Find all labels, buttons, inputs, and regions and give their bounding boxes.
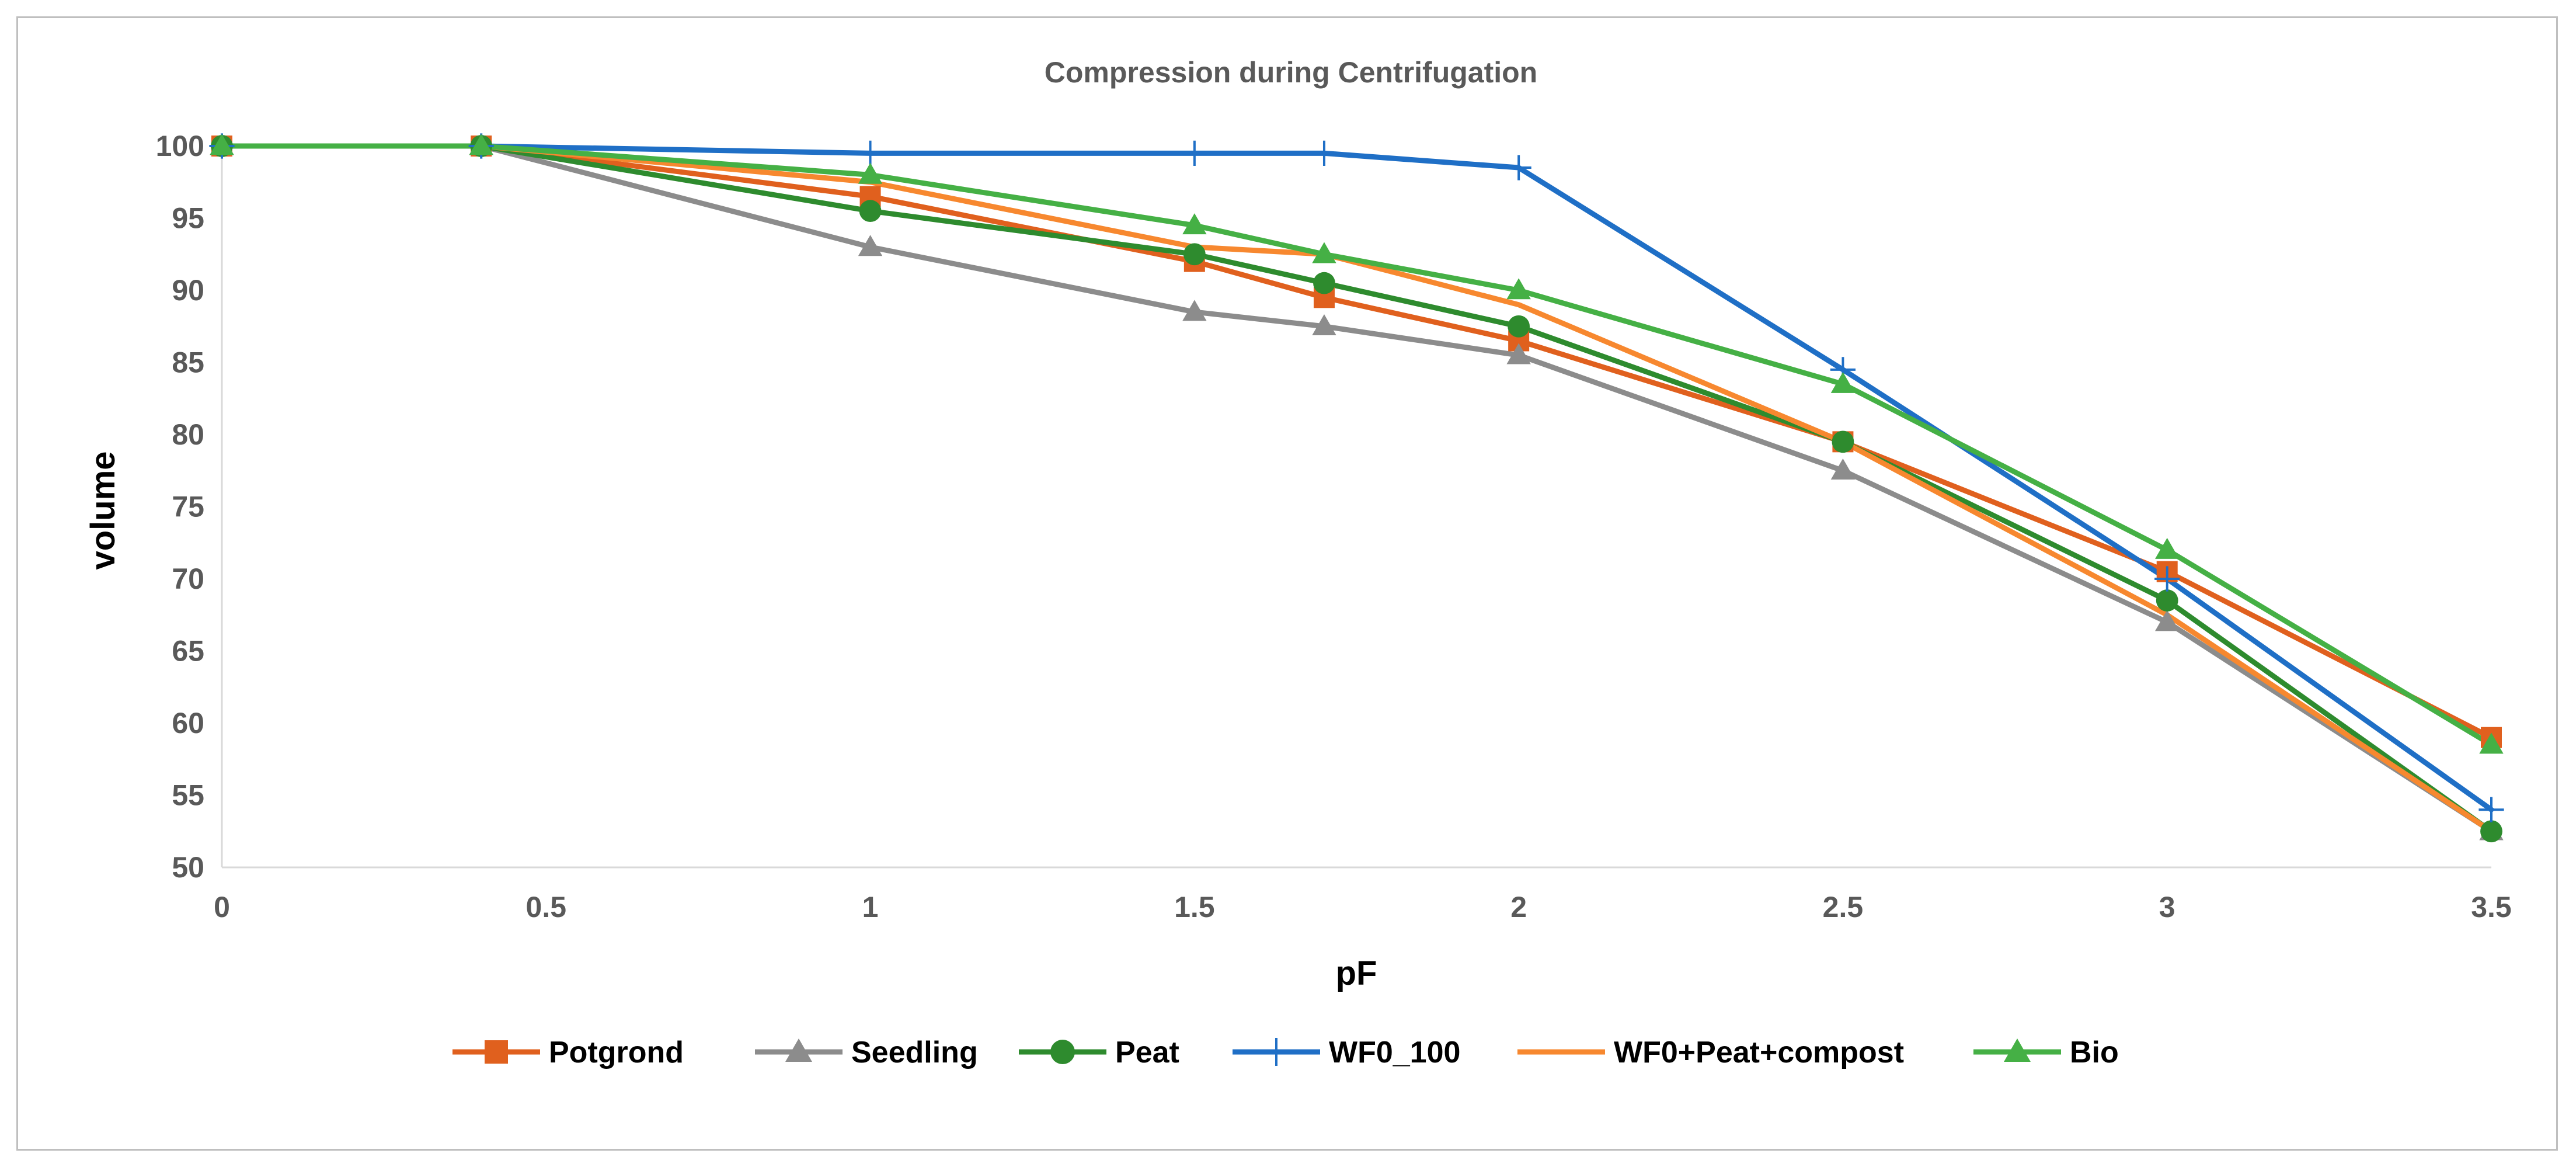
data-point-wf0-100: [1182, 140, 1207, 166]
y-tick-label: 75: [172, 491, 204, 523]
legend-marker: [1050, 1040, 1075, 1064]
series-line-seedling: [219, 143, 2494, 834]
x-tick-label: 3: [2159, 891, 2175, 923]
data-point-peat: [859, 200, 882, 223]
data-point-seedling: [1830, 459, 1856, 480]
series-lines: [219, 143, 2494, 834]
data-point-wf0-100: [1506, 155, 1531, 180]
x-tick-label: 2.5: [1823, 891, 1864, 923]
legend-label: Potgrond: [549, 1036, 684, 1069]
series-line-bio: [219, 143, 2494, 748]
data-point-bio: [858, 162, 883, 184]
y-tick-label: 90: [172, 274, 204, 307]
y-tick-label: 50: [172, 851, 204, 884]
legend-item-potgrond: Potgrond: [452, 1036, 684, 1069]
x-tick-label: 1: [862, 891, 879, 923]
legend-marker: [785, 1039, 812, 1062]
y-tick-label: 65: [172, 635, 204, 668]
chart-title: Compression during Centrifugation: [1045, 56, 1537, 89]
axes: 50 55 60 65 70 75 80 85 90 95 100 0 0.5 1 1.5 2 2.5 3 3.5: [156, 130, 2512, 923]
series-line-potgrond: [219, 143, 2494, 741]
legend-item-wf0-100: WF0_100: [1233, 1036, 1460, 1069]
legend-marker: [2004, 1039, 2031, 1062]
legend-item-seedling: Seedling: [755, 1036, 978, 1069]
legend-marker: [485, 1040, 508, 1064]
y-tick-label: 55: [172, 779, 204, 812]
y-tick-label: 60: [172, 707, 204, 739]
series-line-peat: [219, 143, 2494, 834]
x-tick-label: 0.5: [526, 891, 567, 923]
legend-label: Peat: [1115, 1036, 1179, 1069]
data-point-wf0-100: [2154, 566, 2180, 592]
data-point-wf0-100: [1311, 140, 1337, 166]
data-point-peat: [1508, 315, 1530, 338]
y-tick-label: 85: [172, 346, 204, 379]
data-point-bio: [1312, 242, 1336, 263]
legend-label: WF0+Peat+compost: [1614, 1036, 1904, 1069]
line-chart: Compression during Centrifugation 50 55 60…: [84, 56, 2512, 1069]
data-point-seedling: [1182, 300, 1207, 321]
data-point-bio: [2479, 732, 2504, 754]
data-point-wf0-100: [857, 140, 883, 166]
legend-marker: [1262, 1038, 1290, 1066]
chart-frame: Compression during Centrifugation 50 55 60…: [16, 16, 2558, 1151]
data-point-seedling: [2155, 610, 2180, 631]
legend-label: Seedling: [851, 1036, 978, 1069]
series-line-wf0-peat-compost: [219, 143, 2494, 834]
data-point-bio: [1182, 213, 1207, 235]
data-point-seedling: [1506, 343, 1531, 364]
legend-item-peat: Peat: [1019, 1036, 1179, 1069]
series-line-wf0-100: [219, 143, 2494, 812]
x-tick-label: 1.5: [1174, 891, 1215, 923]
data-point-bio: [1830, 371, 1856, 393]
x-tick-label: 2: [1510, 891, 1527, 923]
y-tick-label: 80: [172, 418, 204, 451]
data-point-peat: [2480, 820, 2502, 843]
data-point-seedling: [858, 235, 883, 256]
series-markers: [209, 133, 2504, 843]
x-tick-label: 3.5: [2471, 891, 2512, 923]
data-point-bio: [1506, 278, 1531, 300]
y-tick-label: 95: [172, 202, 204, 235]
legend-item-wf0-peat-compost: WF0+Peat+compost: [1517, 1036, 1904, 1069]
y-tick-label: 100: [156, 130, 204, 162]
data-point-peat: [2156, 589, 2178, 612]
data-point-peat: [1313, 272, 1335, 294]
x-axis-label: pF: [1336, 954, 1377, 992]
data-point-peat: [1183, 243, 1206, 266]
data-point-bio: [2155, 537, 2180, 559]
data-point-bio: [469, 134, 493, 155]
data-point-peat: [1832, 430, 1854, 453]
data-point-wf0-100: [2478, 797, 2504, 822]
data-point-seedling: [1312, 314, 1336, 336]
y-axis-label: volume: [84, 451, 122, 569]
data-point-bio: [210, 134, 234, 155]
x-tick-label: 0: [214, 891, 230, 923]
y-tick-label: 70: [172, 562, 204, 595]
legend-label: Bio: [2070, 1036, 2119, 1069]
legend-item-bio: Bio: [1973, 1036, 2119, 1069]
legend: Potgrond Seedling Peat WF0_100 WF0+Peat+comp…: [452, 1036, 2119, 1069]
legend-label: WF0_100: [1329, 1036, 1460, 1069]
